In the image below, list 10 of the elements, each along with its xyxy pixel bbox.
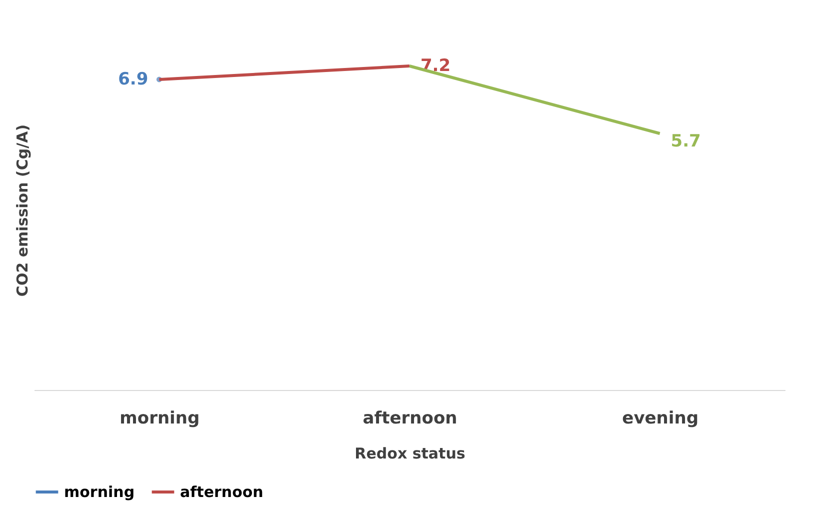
x-tick-label: evening <box>622 408 699 428</box>
x-axis-title: Redox status <box>354 444 466 462</box>
legend-label: morning <box>64 483 135 501</box>
x-tick-label: morning <box>120 408 200 428</box>
x-tick-label: afternoon <box>362 408 458 428</box>
data-label: 7.2 <box>420 56 451 76</box>
legend-label: afternoon <box>180 483 264 501</box>
y-axis-title: CO2 emission (Cg/A) <box>14 124 32 297</box>
data-label: 5.7 <box>670 132 701 152</box>
data-label: 6.9 <box>118 70 148 90</box>
